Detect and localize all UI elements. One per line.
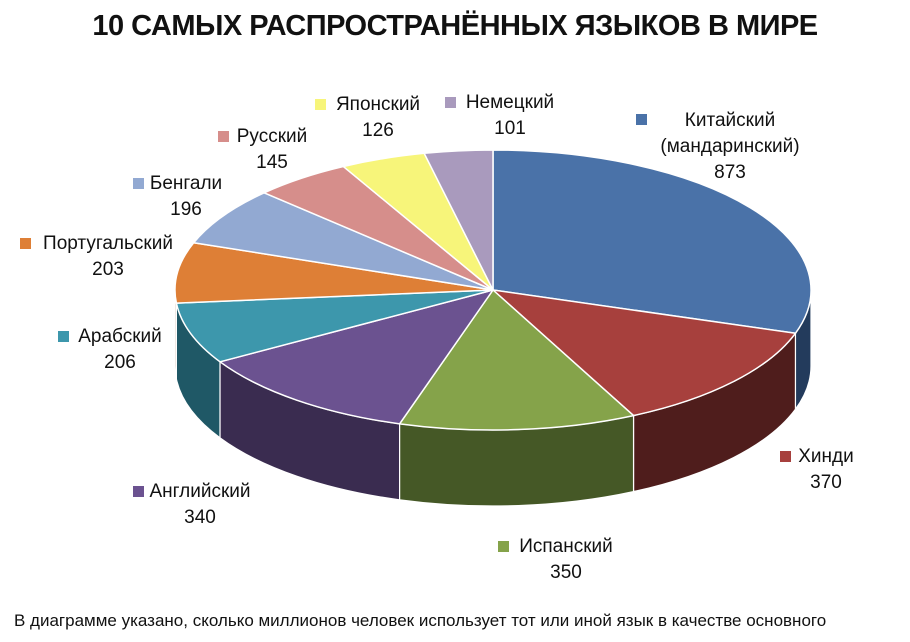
slice-label-6: Португальский 203 <box>20 233 173 280</box>
legend-swatch-10 <box>445 97 456 108</box>
slice-value-label: 196 <box>170 199 202 220</box>
slice-label-5: Арабский 206 <box>58 326 162 373</box>
slice-value-label: 145 <box>256 152 288 173</box>
legend-swatch-3 <box>498 541 509 552</box>
slice-value-label: 340 <box>184 507 216 528</box>
slice-category-label: Португальский <box>43 233 173 254</box>
slice-category-label: Хинди <box>798 446 853 467</box>
slice-value-label: 873 <box>714 162 746 183</box>
legend-swatch-5 <box>58 331 69 342</box>
legend-swatch-1 <box>636 114 647 125</box>
slice-category-label: Бенгали <box>150 173 222 194</box>
slice-value-label: 126 <box>362 120 394 141</box>
slice-value-label: 206 <box>104 352 136 373</box>
slice-label-3: Испанский 350 <box>498 536 613 583</box>
slice-label-10: Немецкий 101 <box>445 92 554 139</box>
slice-label-1: Китайский (мандаринский) 873 <box>636 110 800 183</box>
slice-category-label: Английский <box>149 481 250 502</box>
footnote: В диаграмме указано, сколько миллионов ч… <box>14 611 827 630</box>
chart-title: 10 САМЫХ РАСПРОСТРАНЁННЫХ ЯЗЫКОВ В МИРЕ <box>92 10 818 42</box>
slice-category-label: Немецкий <box>466 92 554 113</box>
slice-value-label: 370 <box>810 472 842 493</box>
pie-slice-2 <box>492 289 797 417</box>
slice-category-label: Русский <box>237 126 308 147</box>
slice-category-label: Японский <box>336 94 420 115</box>
pie-slices <box>174 149 812 431</box>
pie-labels: Китайский (мандаринский) 873 Хинди 370 Испанс… <box>20 92 854 583</box>
legend-swatch-9 <box>315 99 326 110</box>
pie-slice-5 <box>175 289 494 363</box>
slice-category-label: (мандаринский) <box>660 136 799 157</box>
slice-category-label: Китайский <box>685 110 775 131</box>
pie-slice-1 <box>492 149 812 335</box>
pie-slice-6 <box>174 241 494 304</box>
slice-category-label: Арабский <box>78 326 162 347</box>
slice-label-4: Английский 340 <box>133 481 251 528</box>
legend-swatch-8 <box>218 131 229 142</box>
pie-slice-3 <box>398 289 635 431</box>
slice-label-8: Русский 145 <box>218 126 307 173</box>
legend-swatch-7 <box>133 178 144 189</box>
pie-slice-4 <box>219 289 494 425</box>
legend-swatch-6 <box>20 238 31 249</box>
pie-slice-10 <box>423 149 494 291</box>
slice-value-label: 203 <box>92 259 124 280</box>
slice-value-label: 350 <box>550 562 582 583</box>
legend-swatch-2 <box>780 451 791 462</box>
pie-slice-7 <box>192 192 494 291</box>
slice-label-7: Бенгали 196 <box>133 173 222 220</box>
slice-label-9: Японский 126 <box>315 94 420 141</box>
slice-category-label: Испанский <box>519 536 613 557</box>
slice-label-2: Хинди 370 <box>780 446 854 493</box>
legend-swatch-4 <box>133 486 144 497</box>
slice-value-label: 101 <box>494 118 526 139</box>
pie-sides <box>174 289 812 507</box>
